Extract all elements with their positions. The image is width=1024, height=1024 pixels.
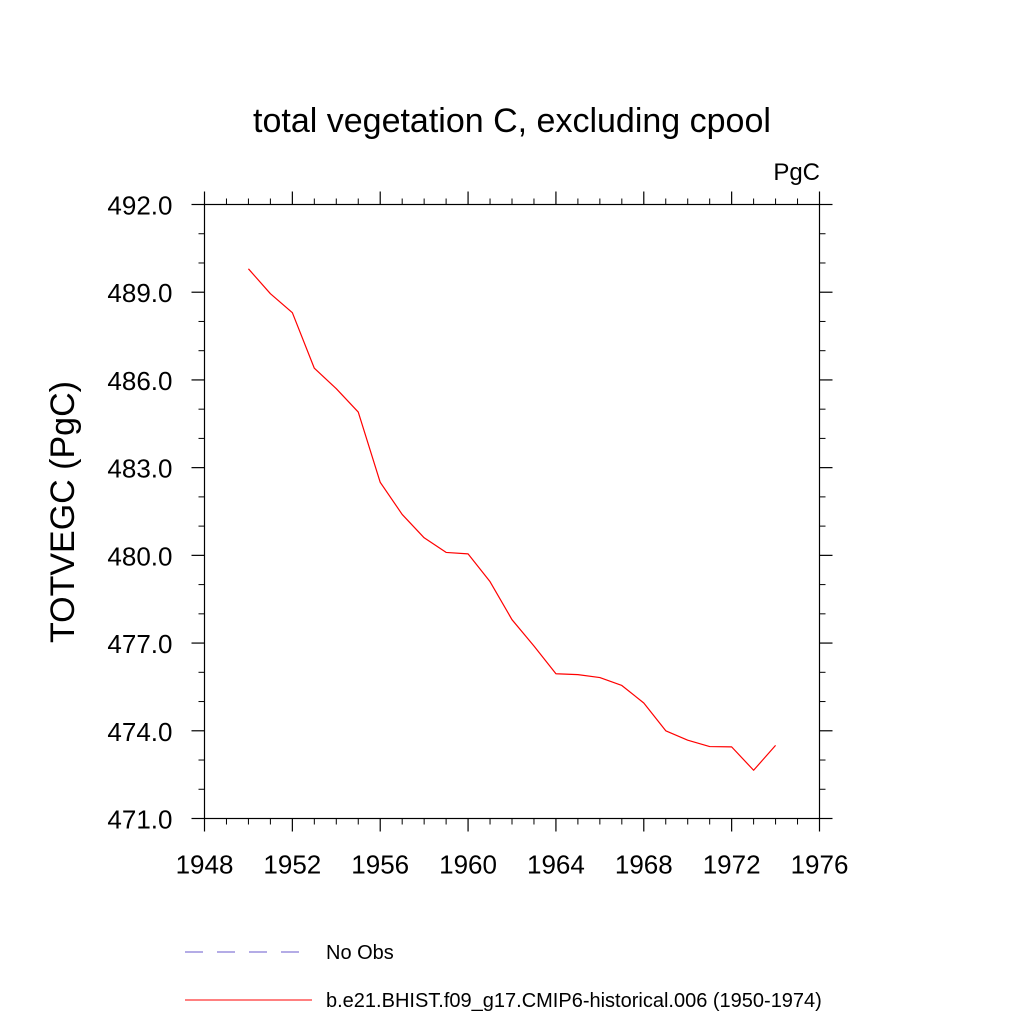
series-line bbox=[247, 268, 777, 771]
units-label: PgC bbox=[773, 159, 820, 186]
chart-title: total vegetation C, excluding cpool bbox=[253, 102, 771, 140]
plot-frame bbox=[203, 203, 821, 820]
x-tick-label: 1948 bbox=[176, 850, 234, 880]
legend: No Obs b.e21.BHIST.f09_g17.CMIP6-historic… bbox=[185, 942, 822, 1012]
x-tick-label: 1972 bbox=[703, 850, 761, 880]
tick-labels: 1948 1952 1956 1960 1964 1968 1972 1976 471.0 474… bbox=[107, 191, 848, 880]
y-tick-label: 471.0 bbox=[107, 805, 172, 835]
axis-ticks bbox=[191, 191, 833, 832]
x-tick-label: 1968 bbox=[615, 850, 673, 880]
legend-label: b.e21.BHIST.f09_g17.CMIP6-historical.006… bbox=[326, 990, 822, 1012]
y-tick-label: 489.0 bbox=[107, 278, 172, 308]
x-tick-label: 1976 bbox=[791, 850, 849, 880]
y-tick-label: 486.0 bbox=[107, 366, 172, 396]
x-tick-label: 1952 bbox=[263, 850, 321, 880]
y-tick-label: 483.0 bbox=[107, 454, 172, 484]
x-tick-label: 1960 bbox=[439, 850, 497, 880]
x-tick-label: 1956 bbox=[351, 850, 409, 880]
series-layer bbox=[247, 268, 777, 771]
y-tick-label: 474.0 bbox=[107, 717, 172, 747]
y-tick-label: 480.0 bbox=[107, 541, 172, 571]
y-tick-label: 477.0 bbox=[107, 629, 172, 659]
legend-label: No Obs bbox=[326, 942, 394, 964]
x-tick-label: 1964 bbox=[527, 850, 585, 880]
y-axis-title: TOTVEGC (PgC) bbox=[44, 381, 82, 643]
y-tick-label: 492.0 bbox=[107, 191, 172, 221]
